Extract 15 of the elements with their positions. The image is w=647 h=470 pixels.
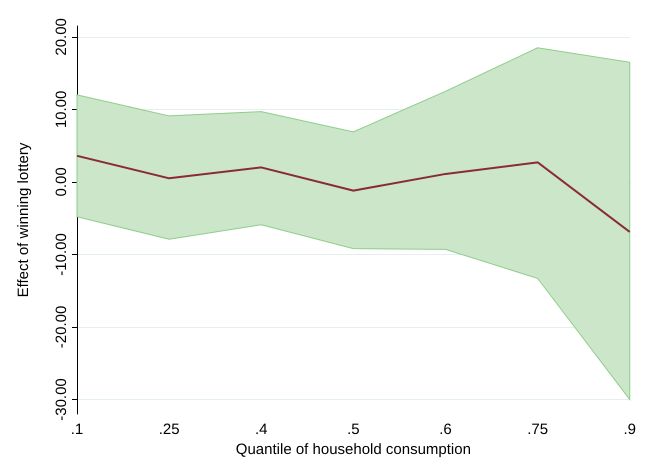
x-tick-label: .4: [254, 421, 268, 438]
y-tick-label: -30.00: [53, 378, 70, 421]
y-axis-title: Effect of winning lottery: [15, 142, 32, 298]
x-tick-label: .6: [439, 421, 452, 438]
x-tick-label: .25: [158, 421, 180, 438]
x-tick-label: .1: [70, 421, 84, 438]
x-tick-label: .5: [347, 421, 360, 438]
x-axis-title: Quantile of household consumption: [236, 440, 471, 458]
x-tick-label: .9: [623, 421, 636, 438]
y-tick-label: -20.00: [53, 306, 70, 348]
y-tick-label: 10.00: [53, 90, 70, 128]
y-tick-label: -10.00: [53, 233, 70, 276]
x-tick-label: .75: [527, 421, 548, 438]
y-tick-label: 20.00: [53, 18, 70, 56]
y-tick-label: 0.00: [53, 167, 70, 197]
